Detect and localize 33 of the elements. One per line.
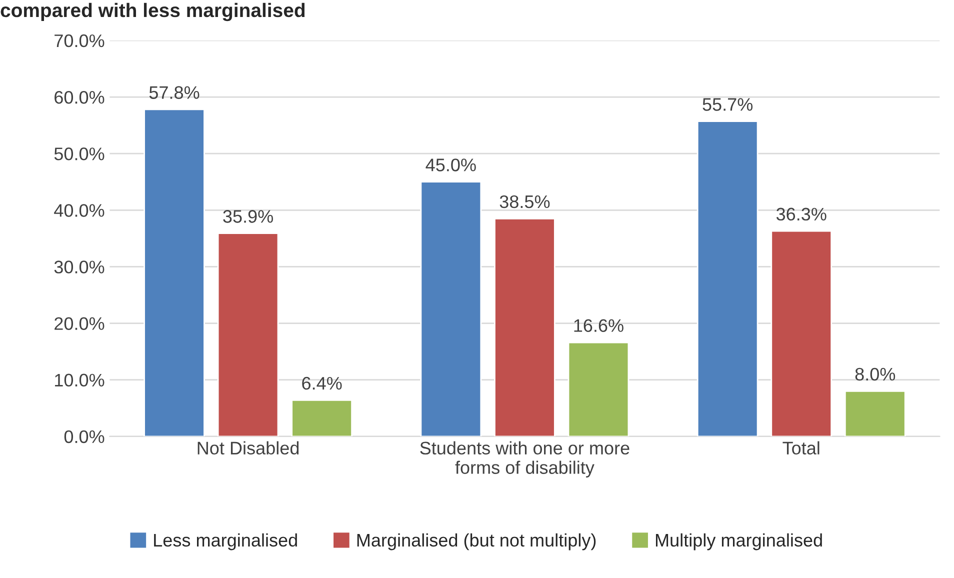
bar <box>420 181 482 436</box>
bar <box>494 218 556 436</box>
y-tick-label: 50.0% <box>54 148 104 160</box>
data-label: 8.0% <box>855 368 896 381</box>
x-tick-label: Total <box>782 441 820 455</box>
data-label: 6.4% <box>302 376 342 390</box>
data-label: 57.8% <box>149 86 200 99</box>
y-tick-label: 40.0% <box>54 204 104 217</box>
x-tick-label: Students with one or more forms of disability <box>420 441 630 478</box>
bar <box>291 399 352 436</box>
bar <box>568 342 630 436</box>
data-label: 35.9% <box>223 210 273 223</box>
bar <box>844 390 906 436</box>
data-label: 16.6% <box>574 319 624 332</box>
data-label: 38.5% <box>500 195 550 208</box>
bar <box>696 120 758 436</box>
bar <box>217 232 279 436</box>
y-tick-label: 20.0% <box>54 317 104 330</box>
y-tick-label: 70.0% <box>54 34 104 48</box>
bar <box>770 230 832 436</box>
y-tick-label: 10.0% <box>55 374 104 387</box>
bar <box>144 108 205 436</box>
y-tick-label: 0.0% <box>64 430 104 444</box>
y-tick-label: 60.0% <box>54 90 104 104</box>
legend-label: Multiply marginalised <box>656 533 822 550</box>
y-tick-label: 30.0% <box>54 260 104 274</box>
x-tick-label: Not Disabled <box>198 441 299 455</box>
legend-label: Less marginalised <box>154 533 297 550</box>
chart-title: compared with less marginalised <box>0 2 305 22</box>
data-label: 36.3% <box>776 208 826 221</box>
data-label: 55.7% <box>702 98 753 111</box>
data-label: 45.0% <box>426 158 476 172</box>
legend-label: Marginalised (but not multiply) <box>357 533 596 550</box>
